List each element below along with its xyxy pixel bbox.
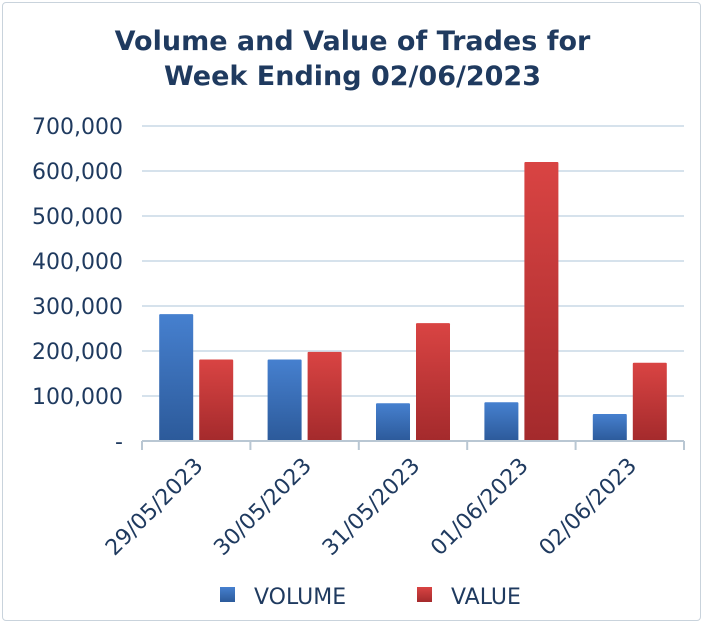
y-tick-label: 200,000 bbox=[32, 340, 123, 365]
y-tick-label: 700,000 bbox=[32, 115, 123, 140]
y-tick-label: 500,000 bbox=[32, 205, 123, 230]
bar-volume bbox=[376, 403, 410, 441]
x-tick-label: 02/06/2023 bbox=[535, 454, 642, 561]
chart-title-line-1: Volume and Value of Trades for bbox=[114, 26, 591, 57]
bar-volume bbox=[484, 402, 519, 441]
bar-value bbox=[199, 359, 234, 441]
bar-volume bbox=[592, 414, 627, 441]
x-tick-label: 29/05/2023 bbox=[101, 454, 208, 561]
y-tick-label: 400,000 bbox=[32, 250, 123, 275]
y-tick-label: 300,000 bbox=[32, 295, 123, 320]
x-tick-label: 30/05/2023 bbox=[209, 454, 316, 561]
x-tick-label: 01/06/2023 bbox=[426, 454, 533, 561]
y-tick-label: 100,000 bbox=[32, 385, 123, 410]
bar-value bbox=[632, 362, 667, 441]
y-tick-label: - bbox=[115, 430, 123, 455]
bar-value bbox=[307, 351, 342, 441]
bar-volume bbox=[267, 359, 302, 441]
legend-value-label: VALUE bbox=[451, 585, 521, 610]
bar-value bbox=[524, 162, 559, 441]
bar-value bbox=[416, 323, 450, 441]
y-tick-label: 600,000 bbox=[32, 160, 123, 185]
bar-volume bbox=[159, 314, 194, 441]
chart-title-line-2: Week Ending 02/06/2023 bbox=[163, 61, 541, 92]
legend-volume-label: VOLUME bbox=[254, 585, 346, 610]
x-tick-label: 31/05/2023 bbox=[318, 454, 425, 561]
legend-volume-swatch bbox=[220, 587, 235, 602]
legend-value-swatch bbox=[417, 587, 432, 602]
